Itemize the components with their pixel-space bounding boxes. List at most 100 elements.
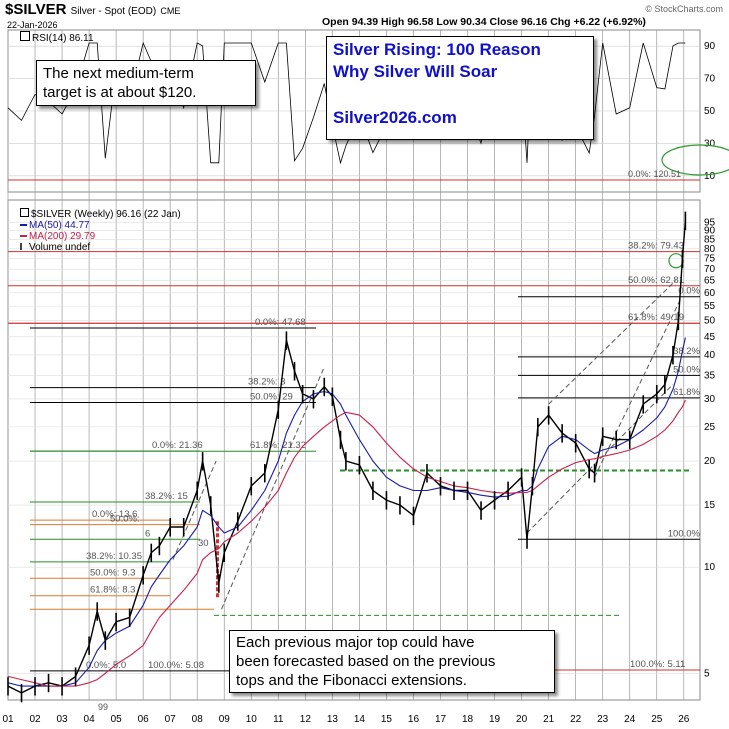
promo-line-2: Why Silver Will Soar	[333, 62, 498, 81]
legend-volume-icon	[20, 243, 27, 250]
fib-b-0-label: 0.0%: 21.36	[152, 440, 203, 451]
y-tick-label: 35	[704, 370, 716, 381]
legend-ma200-text: MA(200) 29.79	[29, 231, 96, 242]
fib-f-100-label: 100.0%	[668, 528, 701, 539]
series-layer	[7, 211, 687, 703]
fib-c-30-label: 30	[198, 538, 209, 549]
fib-c-618-label: 61.8%: 8.3	[90, 585, 135, 596]
y-tick-label: 50	[704, 316, 716, 327]
rsi-tick-label: 90	[704, 41, 716, 52]
fib-f-0-label: 0.0%	[678, 286, 700, 297]
rsi-tick-label: 10	[704, 171, 716, 182]
y-tick-label: 80	[704, 244, 716, 255]
y-tick-label: 75	[704, 254, 716, 265]
stockcharts-watermark: © StockCharts.com	[645, 4, 723, 14]
trend-channel-line	[594, 297, 682, 478]
fib-e-382-label: 38.2%: 79.43	[628, 241, 684, 252]
chart-date: 22-Jan-2026	[7, 20, 58, 30]
target-line-1: The next medium-term	[43, 65, 194, 82]
rsi-tick-label: 30	[704, 138, 716, 149]
x-tick-label: 25	[651, 714, 663, 725]
x-tick-label: 08	[192, 714, 204, 725]
y-tick-label: 85	[704, 234, 716, 245]
x-tick-label: 24	[624, 714, 636, 725]
y-tick-label: 90	[704, 226, 716, 237]
ma200-series-line	[7, 399, 686, 687]
rsi-text: RSI(14) 86.11	[32, 33, 94, 44]
x-tick-label: 07	[165, 714, 177, 725]
x-tick-label: 16	[408, 714, 420, 725]
y-tick-label: 20	[704, 456, 716, 467]
x-tick-label: 22	[570, 714, 582, 725]
y-tick-label: 10	[704, 562, 716, 573]
x-tick-label: 23	[597, 714, 609, 725]
fib-d-100-label: 0.0%: 5.0	[86, 660, 126, 671]
y-tick-label: 40	[704, 350, 716, 361]
target-line-2: target is at about $120.	[43, 84, 197, 101]
y-tick-label: 15	[704, 500, 716, 511]
fib-b-382-label: 38.2%: 15	[145, 491, 188, 502]
x-tick-label: 18	[462, 714, 474, 725]
exchange: CME	[160, 6, 181, 16]
legend-ma50-swatch	[20, 224, 27, 227]
legend-ma50: MA(50) 44.77	[20, 220, 181, 231]
legend-volume-text: Volume undef	[29, 242, 91, 253]
x-tick-label: 20	[516, 714, 528, 725]
x-tick-label: 10	[246, 714, 258, 725]
x-tick-label: 13	[327, 714, 339, 725]
trend-channel-line	[548, 280, 677, 405]
x-tick-label: 04	[84, 714, 96, 725]
legend-volume: Volume undef	[20, 242, 181, 253]
trend-channel-line	[172, 460, 217, 560]
fib-f-382-label: 38.2%	[673, 346, 700, 357]
fib-a-618-label: 61.8%: 21.32	[250, 440, 306, 451]
legend-ma200: MA(200) 29.79	[20, 231, 181, 242]
price-legend: $SILVER (Weekly) 96.16 (22 Jan) MA(50) 4…	[20, 208, 181, 253]
fib-c-100-label: 100.0%: 5.08	[148, 660, 204, 671]
price-series-line	[7, 220, 687, 694]
x-tick-label: 14	[354, 714, 366, 725]
fib-b-50-label: 50.0%:	[110, 514, 140, 525]
x-tick-label: 19	[489, 714, 501, 725]
y-tick-label: 45	[704, 332, 716, 343]
x-tick-label: 03	[57, 714, 69, 725]
fib-e-100-label: 100.0%: 5.11	[630, 659, 685, 670]
rsi-label: RSI(14) 86.11	[20, 31, 94, 44]
x-tick-label: 11	[273, 714, 284, 725]
fib-e-618-label: 61.8%: 49.19	[628, 312, 684, 323]
ticker-title: $SILVER Silver - Spot (EOD) CME	[5, 1, 180, 18]
fib-f-618-label: 61.8%	[673, 387, 700, 398]
fib-a-382-label: 38.2%: 3	[248, 377, 286, 388]
target-circle-marker	[661, 144, 729, 176]
fib-c-0-label: 0.0%: 13.6	[92, 509, 137, 520]
fib-c-50-label: 50.0%: 9.3	[90, 567, 135, 578]
rsi-tick-label: 50	[704, 106, 716, 117]
rsi-tick-label: 70	[704, 74, 716, 85]
trend-channel-line	[526, 384, 674, 534]
note-annotation-box: Each previous major top could have been …	[229, 630, 555, 693]
price-pane-frame	[7, 199, 701, 701]
promo-link[interactable]: Silver2026.com	[333, 108, 457, 127]
fib-target-120-label: 0.0%: 120.51	[628, 169, 681, 179]
legend-ma200-swatch	[20, 235, 27, 238]
x-tick-label: 02	[29, 714, 41, 725]
fibonacci-layer	[8, 144, 729, 672]
legend-ma50-text: MA(50) 44.77	[29, 220, 90, 231]
x-tick-label: 21	[543, 714, 555, 725]
y-tick-label: 70	[704, 264, 716, 275]
y-tick-label: 55	[704, 301, 716, 312]
legend-main-icon	[20, 208, 29, 217]
legend-main: $SILVER (Weekly) 96.16 (22 Jan)	[20, 208, 181, 220]
fib-a-0-label: 0.0%: 47.68	[255, 317, 306, 328]
y-tick-label: 95	[704, 217, 716, 228]
fib-f-50-label: 50.0%	[673, 364, 700, 375]
x-tick-label: 01	[2, 714, 14, 725]
fib-e-50-label: 50.0%: 62.81	[628, 275, 684, 286]
instrument-name: Silver - Spot (EOD)	[70, 6, 157, 17]
note-line-3: tops and the Fibonacci extensions.	[236, 672, 467, 689]
x-tick-label: 17	[435, 714, 447, 725]
x-tick-label: 09	[219, 714, 231, 725]
x-tick-label: 26	[678, 714, 690, 725]
legend-main-text: $SILVER (Weekly) 96.16 (22 Jan)	[31, 209, 181, 220]
target-annotation-box: The next medium-term target is at about …	[36, 60, 256, 106]
